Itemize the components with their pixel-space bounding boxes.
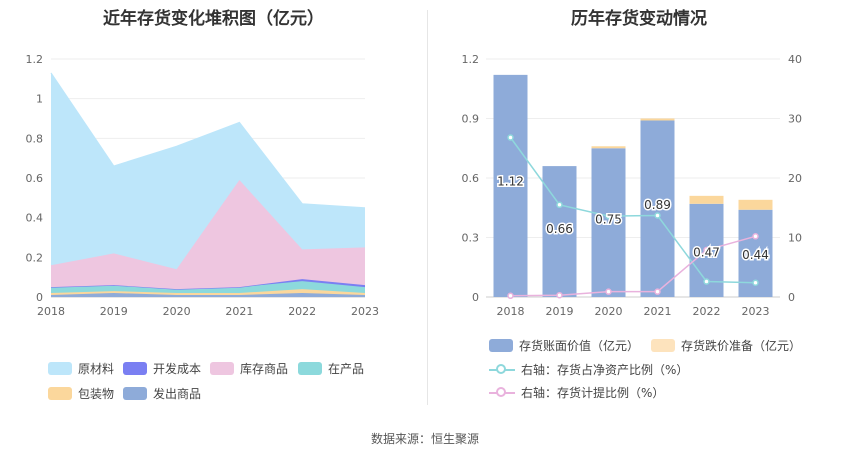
y2-tick-label: 20	[788, 172, 802, 185]
right-chart-title: 历年存货变动情况	[571, 9, 707, 29]
line-provision-ratio	[510, 235, 756, 297]
legend-label: 存货账面价值（亿元）	[519, 339, 640, 353]
y-tick-label: 1.2	[462, 53, 480, 66]
line-point	[507, 292, 514, 300]
bar-book-value	[542, 166, 577, 297]
bar-value-label: 0.89	[644, 198, 671, 212]
y-tick-label: 0	[36, 291, 43, 304]
legend-swatch	[651, 339, 675, 352]
legend-item-book-value[interactable]: 存货账面价值（亿元）	[489, 337, 639, 354]
line-point	[605, 288, 612, 295]
y-tick-label: 1	[36, 93, 43, 106]
area-series	[51, 281, 365, 293]
legend-swatch	[48, 387, 72, 400]
legend-item-inventory-ratio[interactable]: 右轴：存货占净资产比例（%）	[489, 361, 688, 378]
area-series	[51, 180, 365, 290]
y-tick-label: 0.6	[26, 172, 44, 185]
legend-swatch	[210, 362, 234, 375]
data-source: 数据来源：恒生聚源	[370, 432, 479, 446]
bar-value-label: 1.12	[497, 174, 524, 188]
x-tick-label: 2018	[497, 305, 525, 318]
legend-swatch	[298, 362, 322, 375]
bar-book-value	[591, 148, 626, 297]
bar-value-label: 0.44	[742, 248, 769, 262]
area-series	[51, 72, 365, 270]
line-point	[605, 212, 612, 220]
legend-label: 右轴：存货计提比例（%）	[521, 386, 665, 400]
right-bar-line-chart: 0 0.3 0.6 0.9 1.2 0 10 20 30 40 2018 2019 2020 2021 20…	[462, 53, 803, 318]
line-point	[752, 279, 759, 286]
x-tick-label: 2020	[163, 305, 191, 318]
legend-label: 原材料	[78, 362, 115, 376]
bar-value-label: 0.75	[595, 213, 622, 227]
bar-impairment	[689, 195, 724, 204]
legend-label: 发出商品	[153, 387, 202, 401]
line-point	[556, 201, 563, 209]
line-point	[703, 278, 710, 285]
line-point	[752, 233, 759, 240]
x-tick-label: 2023	[742, 305, 770, 318]
y-tick-label: 0	[472, 291, 479, 304]
legend-item-provision-ratio[interactable]: 右轴：存货计提比例（%）	[489, 384, 664, 401]
area-series-edge	[50, 72, 366, 209]
x-tick-label: 2020	[595, 305, 623, 318]
legend-swatch	[48, 362, 72, 375]
legend-item-goods-shipped[interactable]: 发出商品	[123, 385, 201, 402]
line-point	[654, 212, 661, 219]
bar-book-value	[640, 120, 675, 297]
bar-impairment	[591, 146, 626, 149]
line-point	[507, 134, 514, 141]
y-tick-label: 0.8	[26, 132, 44, 145]
left-chart-title: 近年存货变化堆积图（亿元）	[103, 9, 324, 29]
legend-line-marker	[489, 363, 515, 376]
bar-impairment	[640, 118, 675, 121]
line-point	[703, 246, 710, 254]
x-tick-label: 2023	[351, 305, 379, 318]
legend-label: 在产品	[328, 362, 365, 376]
legend-label: 库存商品	[240, 362, 289, 376]
legend-item-packaging[interactable]: 包装物	[48, 385, 114, 402]
bar-impairment	[738, 199, 773, 210]
legend-item-wip[interactable]: 在产品	[298, 360, 364, 377]
legend-label: 包装物	[78, 387, 115, 401]
legend-swatch	[123, 387, 147, 400]
y-tick-label: 0.4	[26, 212, 44, 225]
x-tick-label: 2019	[100, 305, 128, 318]
y2-tick-label: 30	[788, 113, 802, 126]
line-point	[556, 291, 563, 299]
y-tick-label: 1.2	[26, 53, 44, 66]
legend-label: 右轴：存货占净资产比例（%）	[521, 363, 689, 377]
y-tick-label: 0.9	[462, 113, 480, 126]
y2-tick-label: 40	[788, 53, 802, 66]
legend-label: 开发成本	[153, 362, 202, 376]
y-tick-label: 0.3	[462, 232, 480, 245]
x-tick-label: 2018	[37, 305, 65, 318]
y2-tick-label: 0	[788, 291, 795, 304]
bar-value-label: 0.66	[546, 222, 573, 236]
x-tick-label: 2022	[693, 305, 721, 318]
y2-tick-label: 10	[788, 232, 802, 245]
left-stacked-area-chart: 0 0.2 0.4 0.6 0.8 1 1.2 2018 2019 2020 2021 2022 202…	[26, 53, 380, 318]
legend-item-inventory-goods[interactable]: 库存商品	[210, 360, 288, 377]
x-tick-label: 2021	[225, 305, 253, 318]
legend-item-raw-material[interactable]: 原材料	[48, 360, 114, 377]
legend-swatch	[123, 362, 147, 375]
x-tick-label: 2022	[288, 305, 316, 318]
legend-item-impairment[interactable]: 存货跌价准备（亿元）	[651, 337, 801, 354]
legend-label: 存货跌价准备（亿元）	[681, 339, 802, 353]
line-inventory-ratio	[509, 137, 756, 284]
line-point	[654, 288, 661, 295]
x-tick-label: 2019	[546, 305, 574, 318]
bar-book-value	[493, 74, 528, 297]
y-tick-label: 0.6	[462, 172, 480, 185]
bar-value-label: 0.47	[693, 245, 720, 259]
y-tick-label: 0.2	[26, 251, 44, 264]
legend-swatch	[489, 339, 513, 352]
legend-line-marker	[489, 386, 515, 399]
x-tick-label: 2021	[644, 305, 672, 318]
legend-item-development-cost[interactable]: 开发成本	[123, 360, 201, 377]
panel-divider	[427, 10, 428, 405]
